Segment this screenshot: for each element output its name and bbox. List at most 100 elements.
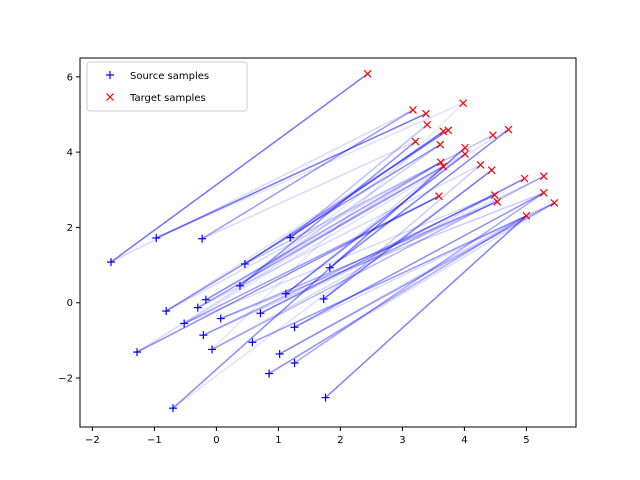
- target-point: [476, 161, 485, 169]
- transport-line: [183, 128, 509, 325]
- transport-line: [323, 169, 493, 300]
- source-point: [107, 258, 115, 267]
- transport-line: [205, 161, 442, 301]
- transport-line: [211, 175, 545, 351]
- source-point: [208, 345, 217, 354]
- target-point: [488, 131, 497, 140]
- transport-line: [110, 73, 369, 263]
- target-point: [444, 126, 453, 135]
- transport-line: [279, 202, 555, 355]
- transport-line: [252, 215, 527, 343]
- target-point: [522, 211, 531, 220]
- target-point: [436, 140, 445, 149]
- source-point: [256, 309, 265, 318]
- transport-line: [165, 143, 441, 312]
- legend-plus-marker: [106, 71, 114, 79]
- transport-line: [203, 194, 496, 336]
- y-tick-label: 0: [67, 298, 73, 309]
- legend-box: [86, 61, 248, 112]
- source-point: [281, 289, 290, 298]
- target-point: [493, 197, 502, 206]
- target-point: [487, 166, 496, 175]
- y-tick-label: 6: [67, 72, 73, 83]
- transport-line: [294, 192, 545, 364]
- transport-line: [197, 164, 481, 309]
- transport-line: [110, 109, 414, 263]
- source-point: [199, 331, 208, 340]
- transport-line: [211, 102, 464, 350]
- x-tick-label: 4: [461, 435, 467, 446]
- transport-line: [279, 215, 527, 355]
- target-point: [461, 143, 469, 152]
- target-point: [435, 192, 443, 201]
- y-tick-label: 4: [67, 148, 73, 159]
- transport-line: [220, 192, 545, 320]
- target-point: [363, 69, 372, 78]
- source-point: [193, 303, 202, 312]
- transport-line: [239, 143, 441, 287]
- legend-target-marker: [106, 93, 114, 101]
- source-point: [290, 358, 299, 367]
- source-point: [235, 281, 244, 290]
- transport-line: [165, 161, 442, 312]
- transport-line: [285, 165, 444, 295]
- plot-frame: [79, 57, 577, 428]
- source-point: [325, 263, 334, 272]
- source-point: [275, 349, 284, 358]
- transport-line: [220, 201, 498, 320]
- source-point: [216, 314, 225, 323]
- x-tick-label: 1: [275, 435, 281, 446]
- transport-line: [244, 134, 494, 265]
- transport-line: [155, 102, 464, 239]
- transport-line: [260, 175, 545, 314]
- transport-line: [201, 140, 416, 240]
- transport-line: [136, 195, 440, 353]
- source-point: [162, 307, 171, 316]
- transport-line: [239, 141, 416, 287]
- target-point: [409, 106, 417, 114]
- transport-line: [172, 169, 493, 409]
- transport-line: [172, 147, 466, 409]
- x-tick-label: 2: [337, 435, 343, 446]
- target-point: [436, 158, 445, 167]
- target-point: [459, 99, 468, 108]
- transport-line: [183, 195, 440, 325]
- y-tick-label: −2: [58, 374, 73, 385]
- transport-line: [294, 202, 555, 328]
- target-point: [411, 137, 420, 146]
- transport-line: [203, 201, 498, 336]
- x-tick-label: 0: [213, 435, 219, 446]
- x-tick-label: 3: [399, 435, 405, 446]
- x-tick-label: −2: [85, 435, 100, 446]
- legend-label-source: Source samples: [130, 71, 209, 82]
- transport-line: [329, 128, 509, 269]
- target-point: [520, 174, 529, 183]
- source-point: [198, 234, 207, 243]
- target-point: [539, 188, 548, 197]
- source-point: [290, 323, 299, 332]
- transport-line: [239, 130, 444, 287]
- target-point: [550, 199, 559, 207]
- transport-line: [268, 202, 555, 375]
- transport-line: [165, 129, 449, 312]
- source-point: [152, 233, 161, 242]
- source-point: [133, 348, 142, 357]
- legend-label-target: Target samples: [129, 93, 206, 104]
- source-point: [286, 233, 295, 242]
- transport-line: [285, 153, 466, 295]
- transport-line: [325, 215, 527, 399]
- legend-x-marker: [106, 93, 114, 101]
- transport-line: [260, 177, 525, 314]
- target-point: [490, 191, 499, 199]
- target-point: [461, 150, 469, 158]
- transport-line: [244, 129, 449, 265]
- transport-line: [201, 109, 414, 240]
- target-point: [439, 162, 448, 171]
- target-point: [504, 125, 513, 134]
- transport-line: [294, 192, 545, 328]
- transport-line: [197, 165, 444, 309]
- target-point: [423, 120, 432, 129]
- axes: −2 −1 0 1 2 3 4 5 −2 0 2 4 6: [58, 57, 577, 446]
- transport-line: [155, 113, 427, 239]
